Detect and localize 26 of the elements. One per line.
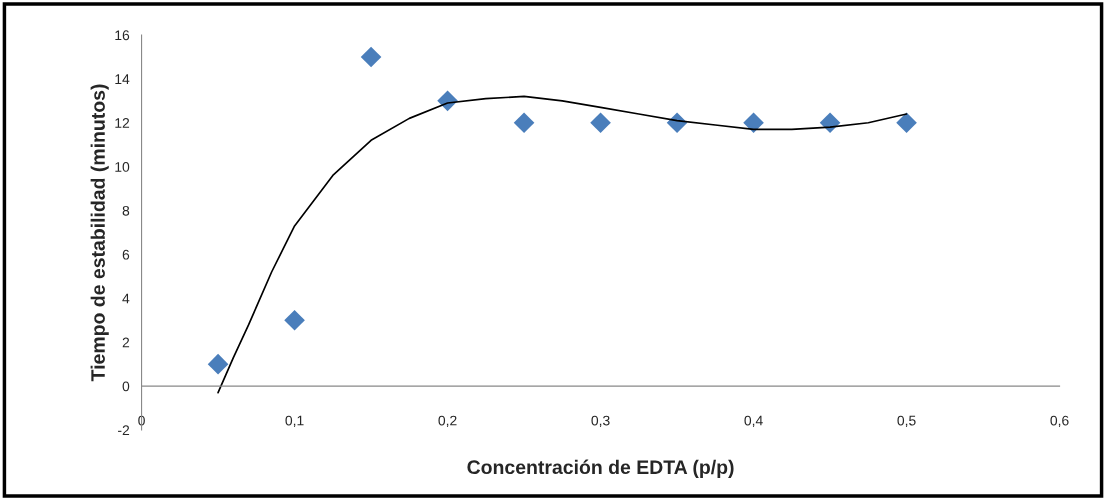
- y-tick-label: 6: [122, 249, 130, 260]
- x-tick-label: 0,1: [285, 415, 304, 428]
- x-tick-label: 0,3: [591, 415, 610, 428]
- point: [590, 112, 611, 134]
- y-tick-label: 16: [115, 30, 130, 41]
- x-tick-label: 0,6: [1050, 415, 1069, 428]
- point: [743, 112, 764, 134]
- y-tick-label: -2: [118, 425, 130, 436]
- y-tick-label: 8: [122, 205, 130, 216]
- point: [896, 112, 917, 134]
- point: [819, 112, 841, 134]
- point: [513, 112, 535, 134]
- point: [207, 353, 229, 375]
- x-tick-label: 0,2: [438, 415, 457, 428]
- y-tick-label: 14: [115, 74, 130, 84]
- y-tick-label: 10: [115, 162, 130, 172]
- y-tick-label: 0: [122, 381, 130, 392]
- y-tick-label: 4: [122, 293, 130, 304]
- y-axis-title: Tiempo de estabilidad (minutos): [90, 84, 109, 382]
- y-tick-label: 2: [122, 337, 130, 348]
- x-axis-title: Concentración de EDTA (p/p): [467, 459, 734, 478]
- point: [360, 46, 382, 68]
- x-tick-label: 0,4: [744, 415, 763, 428]
- x-tick-label: 0,5: [897, 415, 916, 428]
- y-tick-label: 12: [115, 118, 130, 128]
- point: [284, 309, 305, 331]
